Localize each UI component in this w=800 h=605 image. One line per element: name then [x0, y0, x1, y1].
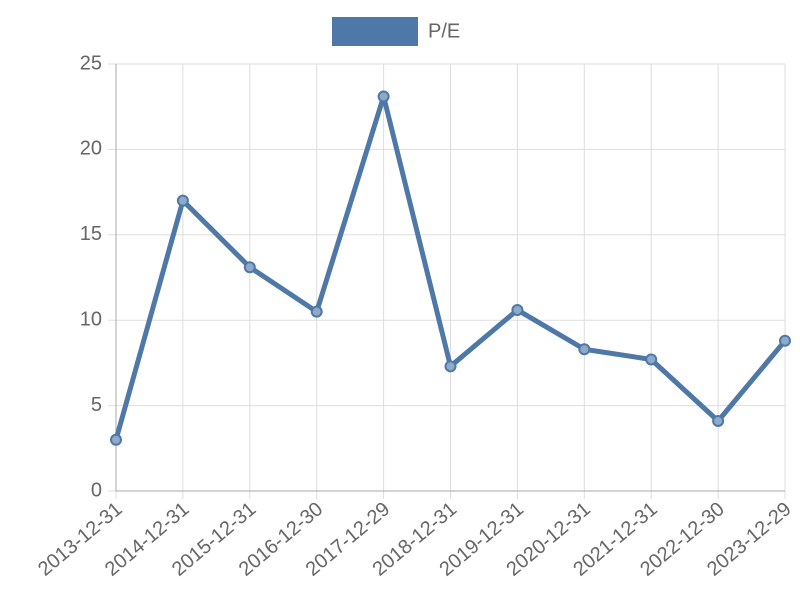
y-tick-label: 15 — [80, 223, 102, 245]
point — [377, 90, 390, 103]
y-tick-label: 5 — [91, 394, 102, 416]
point — [110, 433, 122, 446]
point — [511, 303, 524, 316]
y-tick-label: 0 — [91, 479, 102, 501]
y-tick-label: 25 — [80, 52, 102, 74]
y-tick-label: 10 — [80, 308, 102, 330]
point — [243, 261, 256, 274]
point — [176, 194, 189, 207]
point — [645, 353, 658, 366]
point — [578, 343, 591, 356]
y-tick-label: 20 — [80, 138, 102, 160]
point — [779, 334, 791, 347]
point — [310, 305, 323, 318]
legend-label: P/E — [428, 20, 460, 42]
legend-swatch — [332, 17, 418, 46]
point — [444, 360, 457, 373]
point — [712, 414, 725, 427]
